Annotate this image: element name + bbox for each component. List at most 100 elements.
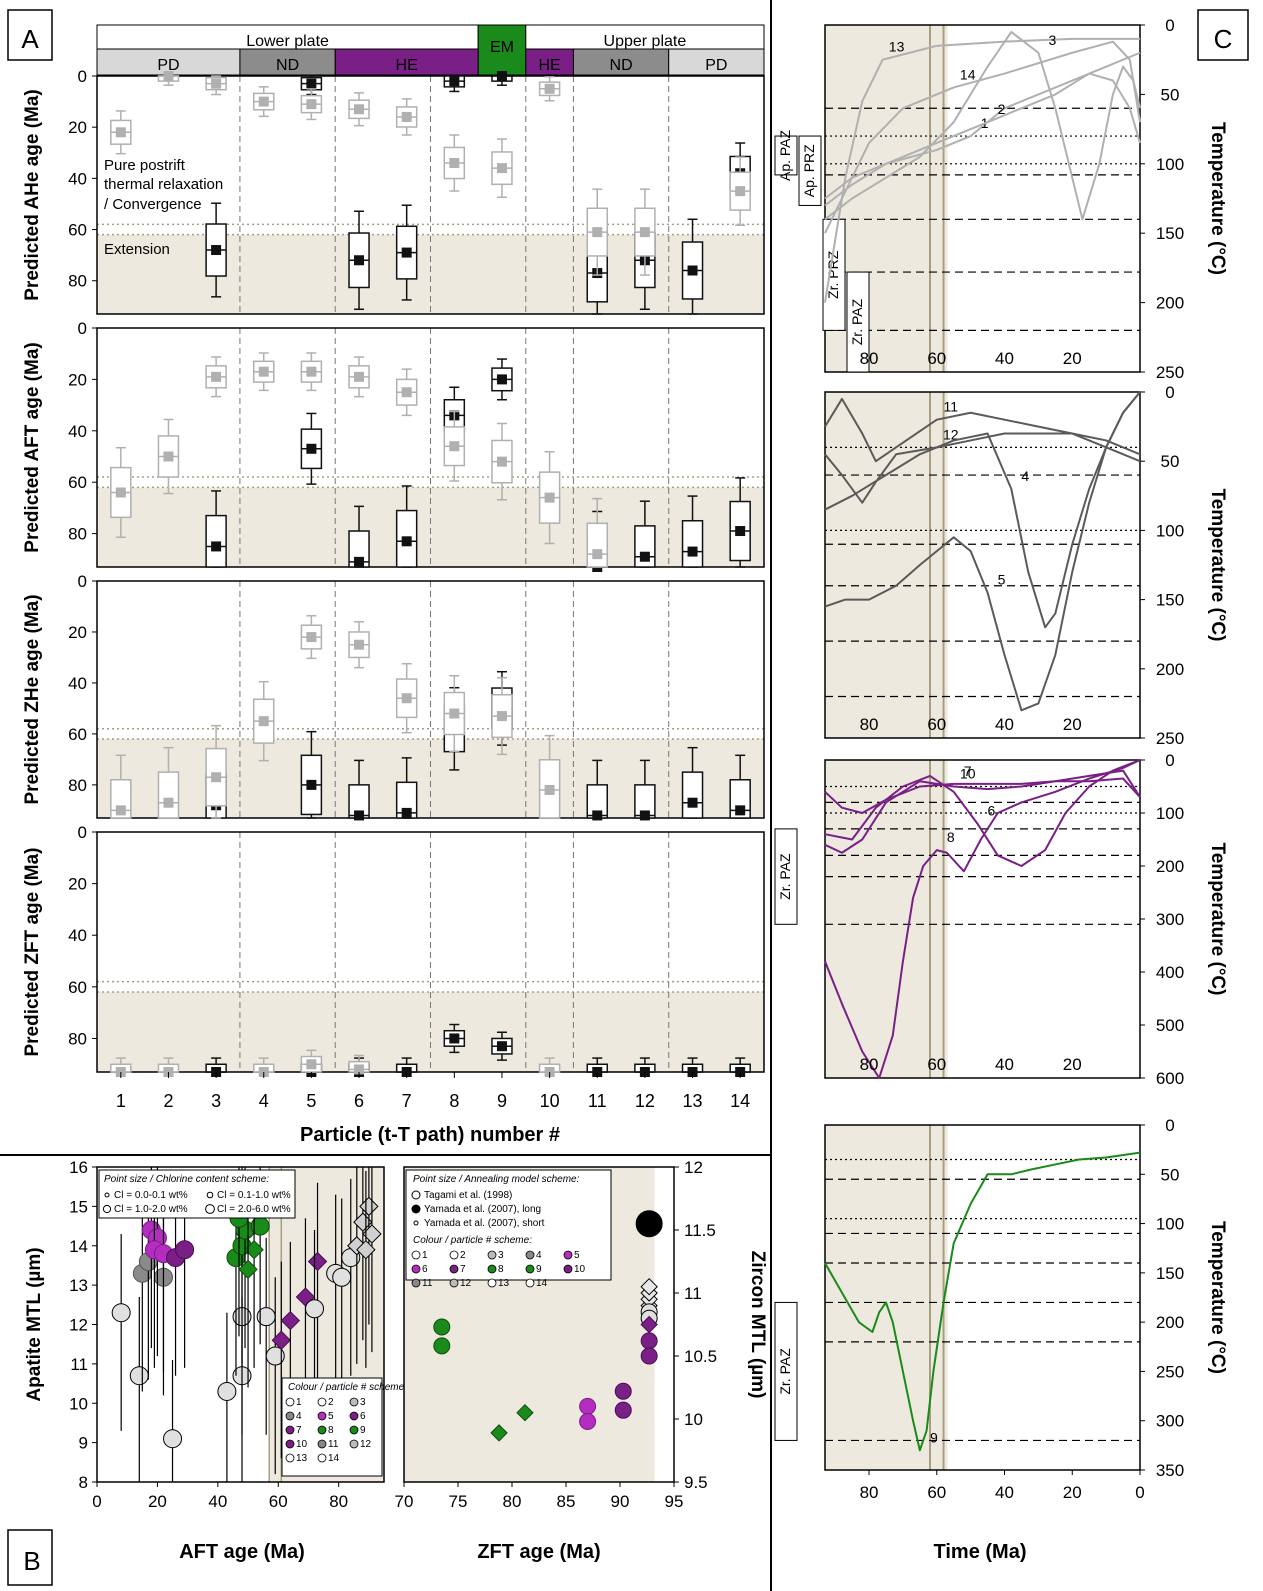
x-tick-label: 20 [1063,349,1082,368]
path-line-8 [824,759,1141,1079]
legend-marker [413,1220,419,1226]
x-tick-label: 20 [1063,1055,1082,1074]
legend-colour-marker [285,1439,295,1449]
zone-box [774,135,798,176]
x-tick-label: 0 [92,1492,101,1511]
box-mean-marker [163,71,174,81]
box-mean-marker [211,245,222,256]
y-tick-label: 12 [69,1316,88,1335]
y-tick-label: 150 [1156,224,1184,243]
header-zone-label-3: HE [396,57,418,74]
header-em-label: EM [490,39,514,56]
y-tick-label: 9.5 [684,1473,708,1492]
plot-frame [824,391,1141,739]
box [586,522,608,568]
y-tick-label: 60 [68,725,87,744]
data-point [579,1413,597,1431]
y-tick-label: 150 [1156,591,1184,610]
y-tick-label: 50 [1161,452,1180,471]
x-tick-label: 80 [329,1492,348,1511]
box-mean-marker [449,708,460,719]
y-axis-label: Apatite MTL (µm) [24,1247,45,1401]
box-mean-marker [258,716,269,727]
box-mean-marker [639,227,650,238]
legend-colour-marker [525,1264,535,1274]
box-mean-marker [354,810,365,821]
box-mean-marker [735,186,746,197]
y-tick-label: 20 [68,875,87,894]
x-tick-label: 60 [927,715,946,734]
legend-colour-marker [411,1250,421,1260]
box [157,771,180,819]
legend-colour-marker [449,1264,459,1274]
box-mean-marker [449,76,460,87]
box-mean-marker [401,693,412,704]
x-tick-label: 1 [116,1091,126,1111]
legend-chlorine [98,1169,296,1219]
legend-marker [205,1204,215,1214]
zone-label: Zr. PRZ [825,250,841,299]
header-lower-plate-label: Lower plate [246,33,329,50]
legend-colour-marker [487,1264,497,1274]
legend-colour-item: 14 [328,1453,340,1464]
zone-label: Zr. PAZ [777,853,793,900]
x-tick-label: 2 [163,1091,173,1111]
legend-item: Cl = 0.0-0.1 wt% [114,1190,188,1201]
x-tick-label: 80 [860,715,879,734]
legend-colour-item: 14 [536,1278,548,1289]
annotation-convergence: / Convergence [104,196,202,213]
path-label-9: 9 [930,1429,938,1445]
x-tick-label: 8 [449,1091,459,1111]
legend-colour-item: 12 [460,1278,472,1289]
legend-colour-item: 5 [574,1250,580,1261]
legend-colour-marker [317,1425,327,1435]
header-zone-6 [668,48,765,76]
x-tick-label: 14 [730,1091,750,1111]
legend-colour-marker [525,1278,535,1288]
box-mean-marker [306,632,317,643]
x-tick-label: 40 [995,349,1014,368]
zone-box [774,828,798,925]
y-axis-label: Zircon MTL (µm) [747,1251,768,1399]
legend-item: Yamada et al. (2007), long [424,1204,541,1215]
plot-frame [96,75,765,315]
plot-frame [403,1166,675,1483]
legend-colour-marker [349,1425,359,1435]
legend-marker [104,1192,110,1198]
data-point-diamond [359,1196,379,1217]
box-mean-marker [211,371,222,382]
header-zone-2 [239,48,336,76]
zone-label: Ap. PRZ [801,144,817,197]
y-tick-label: 40 [68,674,87,693]
y-tick-label: 40 [68,926,87,945]
y-tick-label: 12 [684,1158,703,1177]
data-point [433,1337,451,1355]
y-tick-label: 80 [68,272,87,291]
data-point-diamond [238,1259,258,1280]
y-tick-label: 100 [1156,521,1184,540]
path-line-10 [824,769,1141,854]
x-tick-label: 90 [611,1492,630,1511]
data-point [640,1347,658,1365]
y-tick-label: 50 [1161,85,1180,104]
y-tick-label: 300 [1156,1412,1184,1431]
x-tick-label: 60 [927,349,946,368]
path-line-9 [824,1151,1141,1452]
legend-colour-item: 5 [328,1411,334,1422]
x-tick-label: 7 [402,1091,412,1111]
y-tick-label: 10.5 [684,1347,717,1366]
legend-colour-marker [317,1397,327,1407]
box [681,771,704,819]
legend-colour-marker [411,1264,421,1274]
box-mean-marker [592,227,603,238]
data-point [579,1397,597,1415]
x-tick-label: 60 [927,1055,946,1074]
data-point-diamond [356,1239,376,1260]
legend-colour-item: 1 [296,1397,302,1408]
path-line-6 [824,759,1141,867]
legend-colour-marker [285,1397,295,1407]
legend-colour-marker [349,1397,359,1407]
header-upper-plate-label: Upper plate [604,33,687,50]
legend-marker [411,1190,421,1200]
legend-item: Cl = 0.1-1.0 wt% [217,1190,291,1201]
